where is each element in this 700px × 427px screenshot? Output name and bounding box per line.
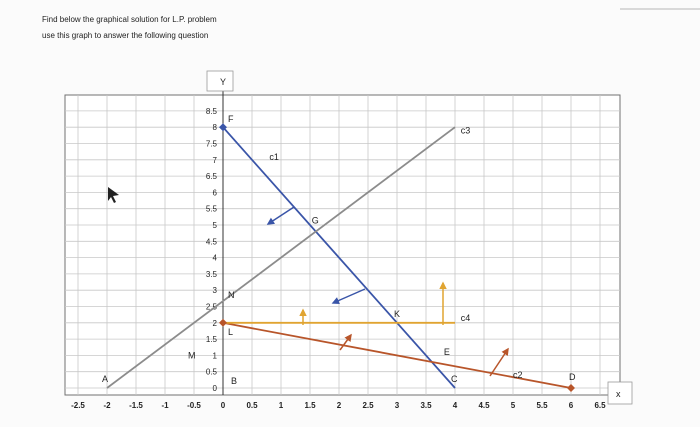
- x-tick-label: 2: [337, 401, 342, 410]
- y-tick-label: 2: [213, 319, 218, 328]
- x-tick-label: 6: [569, 401, 574, 410]
- x-tick-labels: -2.5 -2 -1.5 -1 -0.5 0 0.5 1 1.5 2 2.5 3 3.5 4 4.5 5 5.5…: [71, 401, 606, 410]
- y-tick-label: 0: [213, 384, 218, 393]
- y-tick-label: 6: [213, 188, 218, 197]
- constraint-lines: [106, 123, 575, 392]
- x-tick-label: 1.5: [304, 401, 316, 410]
- question-line-1: Find below the graphical solution for L.…: [42, 15, 217, 24]
- y-tick-label: 1: [213, 351, 218, 360]
- y-tick-label: 4: [213, 254, 218, 263]
- y-tick-label: 6.5: [206, 172, 218, 181]
- point-label-E: E: [444, 347, 450, 357]
- x-tick-label: 4.5: [478, 401, 490, 410]
- point-label-A: A: [102, 374, 108, 384]
- point-label-F: F: [228, 114, 234, 124]
- x-tick-label: 2.5: [362, 401, 374, 410]
- c2-direction-arrow-2: [489, 347, 509, 377]
- x-axis-label: x: [616, 389, 621, 399]
- x-tick-label: 0.5: [246, 401, 258, 410]
- constraint-line-c2: [222, 321, 572, 389]
- c1-direction-arrow-2: [331, 288, 366, 305]
- x-tick-label: -1.5: [129, 401, 143, 410]
- series-label-c1: c1: [269, 152, 279, 162]
- series-label-c2: c2: [513, 370, 523, 380]
- vertex-points: A B C D E F G K L M N: [102, 114, 576, 386]
- y-tick-label: 2.5: [206, 303, 218, 312]
- point-label-L: L: [228, 327, 233, 337]
- point-label-K: K: [394, 309, 400, 319]
- point-label-D: D: [569, 372, 576, 382]
- vertex-marker-D: [567, 384, 575, 392]
- point-label-M: M: [188, 350, 196, 360]
- x-tick-label: -0.5: [187, 401, 201, 410]
- point-label-G: G: [312, 216, 319, 226]
- grid-horizontal: [65, 110, 620, 389]
- y-tick-label: 1.5: [206, 335, 218, 344]
- x-tick-label: 0: [221, 401, 226, 410]
- vertex-marker-L: [219, 318, 227, 327]
- point-label-N: N: [228, 290, 235, 300]
- series-labels: c1 c2 c3 c4: [269, 126, 522, 381]
- y-tick-label: 7: [213, 156, 218, 165]
- y-tick-label: 0.5: [206, 368, 218, 377]
- c1-direction-arrow: [266, 206, 295, 225]
- x-tick-label: 4: [453, 401, 458, 410]
- vertex-marker-F: [219, 123, 227, 132]
- y-tick-label: 3.5: [206, 270, 218, 279]
- x-axis-label-box: [607, 381, 633, 405]
- header-divider: [620, 8, 700, 10]
- x-tick-label: 5.5: [536, 401, 548, 410]
- question-line-2: use this graph to answer the following q…: [42, 31, 209, 40]
- x-tick-label: -1: [161, 401, 169, 410]
- series-label-c4: c4: [461, 313, 471, 323]
- y-tick-label: 8: [213, 123, 218, 132]
- constraint-line-c3: [106, 126, 456, 389]
- y-tick-label: 4.5: [206, 237, 218, 246]
- point-label-C: C: [451, 374, 458, 384]
- y-tick-label: 7.5: [206, 140, 218, 149]
- mouse-cursor-icon: [108, 187, 119, 203]
- plot-area: [64, 94, 621, 396]
- x-tick-label: -2.5: [71, 401, 85, 410]
- y-axis-label: Y: [220, 77, 226, 87]
- x-tick-label: 5: [511, 401, 516, 410]
- c2-direction-arrow: [339, 333, 352, 351]
- y-tick-label: 3: [213, 286, 218, 295]
- x-tick-label: 3: [395, 401, 400, 410]
- constraint-line-c1: [222, 126, 456, 389]
- series-label-c3: c3: [461, 126, 471, 136]
- x-tick-label: 1: [279, 401, 284, 410]
- y-tick-label: 5.5: [206, 205, 218, 214]
- x-tick-label: -2: [103, 401, 111, 410]
- x-tick-label: 6.5: [594, 401, 606, 410]
- y-tick-labels: 0 0.5 1 1.5 2 2.5 3 3.5 4 4.5 5 5.5 6 6.5 7 7.5 8 8.5: [206, 107, 218, 393]
- y-axis-label-box: [206, 70, 234, 92]
- y-tick-label: 8.5: [206, 107, 218, 116]
- y-tick-label: 5: [213, 221, 218, 230]
- x-tick-label: 3.5: [420, 401, 432, 410]
- point-label-B: B: [231, 376, 237, 386]
